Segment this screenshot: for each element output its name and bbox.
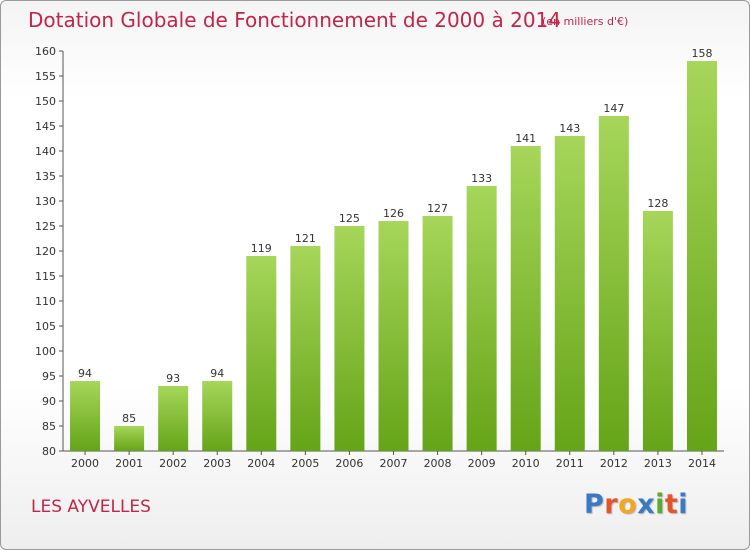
logo-letter: t — [664, 489, 679, 520]
bar-2003 — [202, 381, 233, 451]
x-tick-label-2009: 2009 — [468, 457, 496, 470]
y-tick-label: 145 — [35, 120, 56, 133]
y-tick-label: 135 — [35, 170, 56, 183]
x-tick-label-2001: 2001 — [115, 457, 143, 470]
y-tick-label: 100 — [35, 345, 56, 358]
value-label-2005: 121 — [295, 232, 316, 245]
bar-2005 — [290, 246, 321, 451]
bar-2013 — [642, 211, 673, 451]
logo-letter: i — [678, 489, 689, 520]
bar-2011 — [554, 136, 585, 451]
labels: 94 2000 85 2001 93 2002 94 2003 119 2004 121 2005 12… — [71, 47, 716, 470]
x-tick-label-2013: 2013 — [644, 457, 672, 470]
x-tick-label-2006: 2006 — [335, 457, 363, 470]
value-label-2002: 93 — [166, 372, 180, 385]
y-tick-label: 125 — [35, 220, 56, 233]
x-tick-label-2002: 2002 — [159, 457, 187, 470]
y-tick-label: 150 — [35, 95, 56, 108]
value-label-2009: 133 — [471, 172, 492, 185]
value-label-2007: 126 — [383, 207, 404, 220]
bar-2004 — [246, 256, 277, 451]
proxiti-logo[interactable]: Proxiti — [584, 489, 688, 520]
value-label-2010: 141 — [515, 132, 536, 145]
chart-title: Dotation Globale de Fonctionnement de 20… — [28, 8, 561, 32]
x-tick-label-2003: 2003 — [203, 457, 231, 470]
x-tick-label-2000: 2000 — [71, 457, 99, 470]
y-tick-label: 155 — [35, 70, 56, 83]
bar-2001 — [114, 426, 145, 451]
y-tick-label: 80 — [42, 445, 56, 458]
y-tick-label: 140 — [35, 145, 56, 158]
x-tick-label-2010: 2010 — [512, 457, 540, 470]
x-tick-label-2014: 2014 — [688, 457, 716, 470]
bar-2006 — [334, 226, 365, 451]
value-label-2000: 94 — [78, 367, 92, 380]
bar-2008 — [422, 216, 453, 451]
logo-letter: i — [655, 489, 665, 520]
bar-2002 — [158, 386, 189, 451]
y-tick-label: 95 — [42, 370, 56, 383]
y-tick-label: 85 — [42, 420, 56, 433]
y-tick-label: 120 — [35, 245, 56, 258]
bar-2010 — [510, 146, 541, 451]
y-tick-label: 105 — [35, 320, 56, 333]
y-tick-label: 160 — [35, 45, 56, 58]
bar-2000 — [70, 381, 101, 451]
chart-subtitle: (en milliers d'€) — [542, 15, 629, 28]
bar-2007 — [378, 221, 409, 451]
value-label-2008: 127 — [427, 202, 448, 215]
y-tick-label: 130 — [35, 195, 56, 208]
value-label-2001: 85 — [122, 412, 136, 425]
y-tick-label: 90 — [42, 395, 56, 408]
x-tick-label-2007: 2007 — [380, 457, 408, 470]
x-tick-label-2004: 2004 — [247, 457, 275, 470]
commune-name: LES AYVELLES — [31, 497, 151, 517]
x-tick-label-2011: 2011 — [556, 457, 584, 470]
logo-letter: r — [604, 489, 619, 520]
value-label-2011: 143 — [559, 122, 580, 135]
value-label-2013: 128 — [647, 197, 668, 210]
bar-2014 — [686, 61, 717, 451]
value-label-2014: 158 — [691, 47, 712, 60]
value-label-2012: 147 — [603, 102, 624, 115]
x-tick-label-2008: 2008 — [424, 457, 452, 470]
bar-2012 — [598, 116, 629, 451]
logo-letter: x — [637, 489, 656, 520]
y-tick-label: 115 — [35, 270, 56, 283]
x-tick-label-2005: 2005 — [291, 457, 319, 470]
logo-letter: o — [618, 489, 638, 520]
y-tick-label: 110 — [35, 295, 56, 308]
value-label-2003: 94 — [210, 367, 224, 380]
x-tick-label-2012: 2012 — [600, 457, 628, 470]
bar-2009 — [466, 186, 497, 451]
logo-letter: P — [584, 489, 605, 520]
value-label-2006: 125 — [339, 212, 360, 225]
bars — [70, 61, 717, 451]
axes: 80 85 90 95 100 105 110 115 120 125 130 135 140 145 15… — [35, 45, 724, 458]
value-label-2004: 119 — [251, 242, 272, 255]
